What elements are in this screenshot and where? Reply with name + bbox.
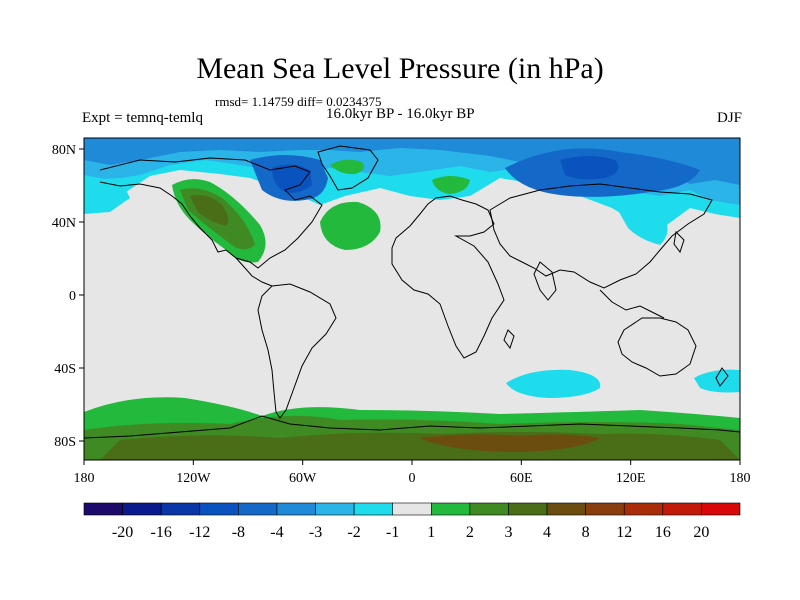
greenland-green	[330, 159, 364, 175]
coast-new-zealand	[715, 367, 729, 387]
experiment-label: Expt = temnq-temlq	[82, 110, 203, 126]
lat-tick-label: 80S	[54, 435, 76, 450]
rmsd-diff-label: rmsd= 1.14759 diff= 0.0234375	[215, 94, 382, 109]
colorbar-label: -2	[347, 524, 360, 541]
siberia-dark	[560, 156, 619, 180]
lon-tick-label: 60E	[510, 471, 533, 486]
colorbar-label: 3	[504, 524, 512, 541]
colorbar-swatch	[662, 502, 702, 516]
pressure-anomaly-fields	[84, 138, 740, 460]
colorbar-swatch	[276, 502, 316, 516]
northern-canada-dark	[272, 164, 312, 193]
colorbar: -20 -16 -12 -8 -4 -3 -2 -1 1 2 3 4 8 12 16 20	[83, 502, 741, 541]
colorbar-label: 4	[543, 524, 551, 541]
chart-title: Mean Sea Level Pressure (in hPa)	[196, 52, 604, 85]
latitude-axis: 80N 40N 0 40S 80S	[52, 143, 84, 450]
coast-south-america	[257, 283, 337, 419]
coast-japan	[673, 230, 685, 254]
colorbar-swatch	[238, 502, 278, 516]
coast-europe-africa	[391, 195, 505, 359]
antarctica-brown	[100, 432, 740, 460]
coast-antarctica	[84, 415, 740, 439]
colorbar-swatch	[83, 502, 123, 516]
colorbar-label: -1	[386, 524, 399, 541]
colorbar-label: 12	[616, 524, 632, 541]
colorbar-swatch	[508, 502, 548, 516]
southern-ocean-cyan	[506, 369, 601, 398]
coast-australia	[617, 317, 697, 377]
coast-asia	[489, 183, 713, 289]
colorbar-swatch	[353, 502, 394, 516]
colorbar-label: 8	[582, 524, 590, 541]
coast-central-america	[235, 257, 273, 287]
colorbar-swatch	[701, 502, 741, 516]
lon-tick-label: 180	[730, 471, 751, 486]
lon-tick-label: 120E	[616, 471, 646, 486]
colorbar-swatch	[315, 502, 355, 516]
colorbar-swatch	[199, 502, 239, 516]
longitude-axis: 180 120W 60W 0 60E 120E 180	[74, 460, 751, 486]
season-label: DJF	[716, 110, 742, 126]
colorbar-label: 20	[693, 524, 709, 541]
colorbar-label: -20	[112, 524, 133, 541]
coast-north-america	[99, 157, 323, 269]
colorbar-label: 16	[655, 524, 671, 541]
colorbar-label: -12	[189, 524, 210, 541]
colorbar-label: 2	[466, 524, 474, 541]
coast-madagascar	[503, 329, 515, 350]
lon-tick-label: 0	[409, 471, 416, 486]
colorbar-label: -3	[309, 524, 322, 541]
north-pacific-cyan	[84, 178, 130, 214]
lat-tick-label: 80N	[52, 143, 76, 158]
lat-tick-label: 40N	[52, 216, 76, 231]
antarctica-dark-brown	[420, 434, 600, 452]
colorbar-swatch	[122, 502, 162, 516]
colorbar-label: -8	[232, 524, 245, 541]
lat-tick-label: 40S	[54, 362, 76, 377]
colorbar-swatch	[392, 502, 432, 516]
scandinavia-green	[432, 176, 470, 194]
coast-greenland	[317, 145, 379, 191]
coast-southeast-asia	[599, 289, 665, 319]
north-atlantic-green	[320, 201, 381, 250]
coast-india	[533, 261, 557, 301]
lon-tick-label: 120W	[176, 471, 211, 486]
colorbar-swatch	[160, 502, 201, 516]
colorbar-swatch	[546, 502, 586, 516]
colorbar-swatch	[430, 502, 471, 516]
lat-tick-label: 0	[69, 289, 76, 304]
colorbar-label: 1	[427, 524, 435, 541]
colorbar-swatch	[623, 502, 664, 516]
colorbar-swatch	[585, 502, 625, 516]
lon-tick-label: 180	[74, 471, 95, 486]
north-america-brown	[190, 195, 229, 226]
colorbar-swatch	[469, 502, 509, 516]
east-asia-cyan	[615, 203, 668, 245]
lon-tick-label: 60W	[289, 471, 317, 486]
colorbar-label: -4	[270, 524, 283, 541]
coastlines	[84, 145, 740, 439]
period-label: 16.0kyr BP - 16.0kyr BP	[326, 106, 475, 122]
colorbar-label: -16	[151, 524, 172, 541]
